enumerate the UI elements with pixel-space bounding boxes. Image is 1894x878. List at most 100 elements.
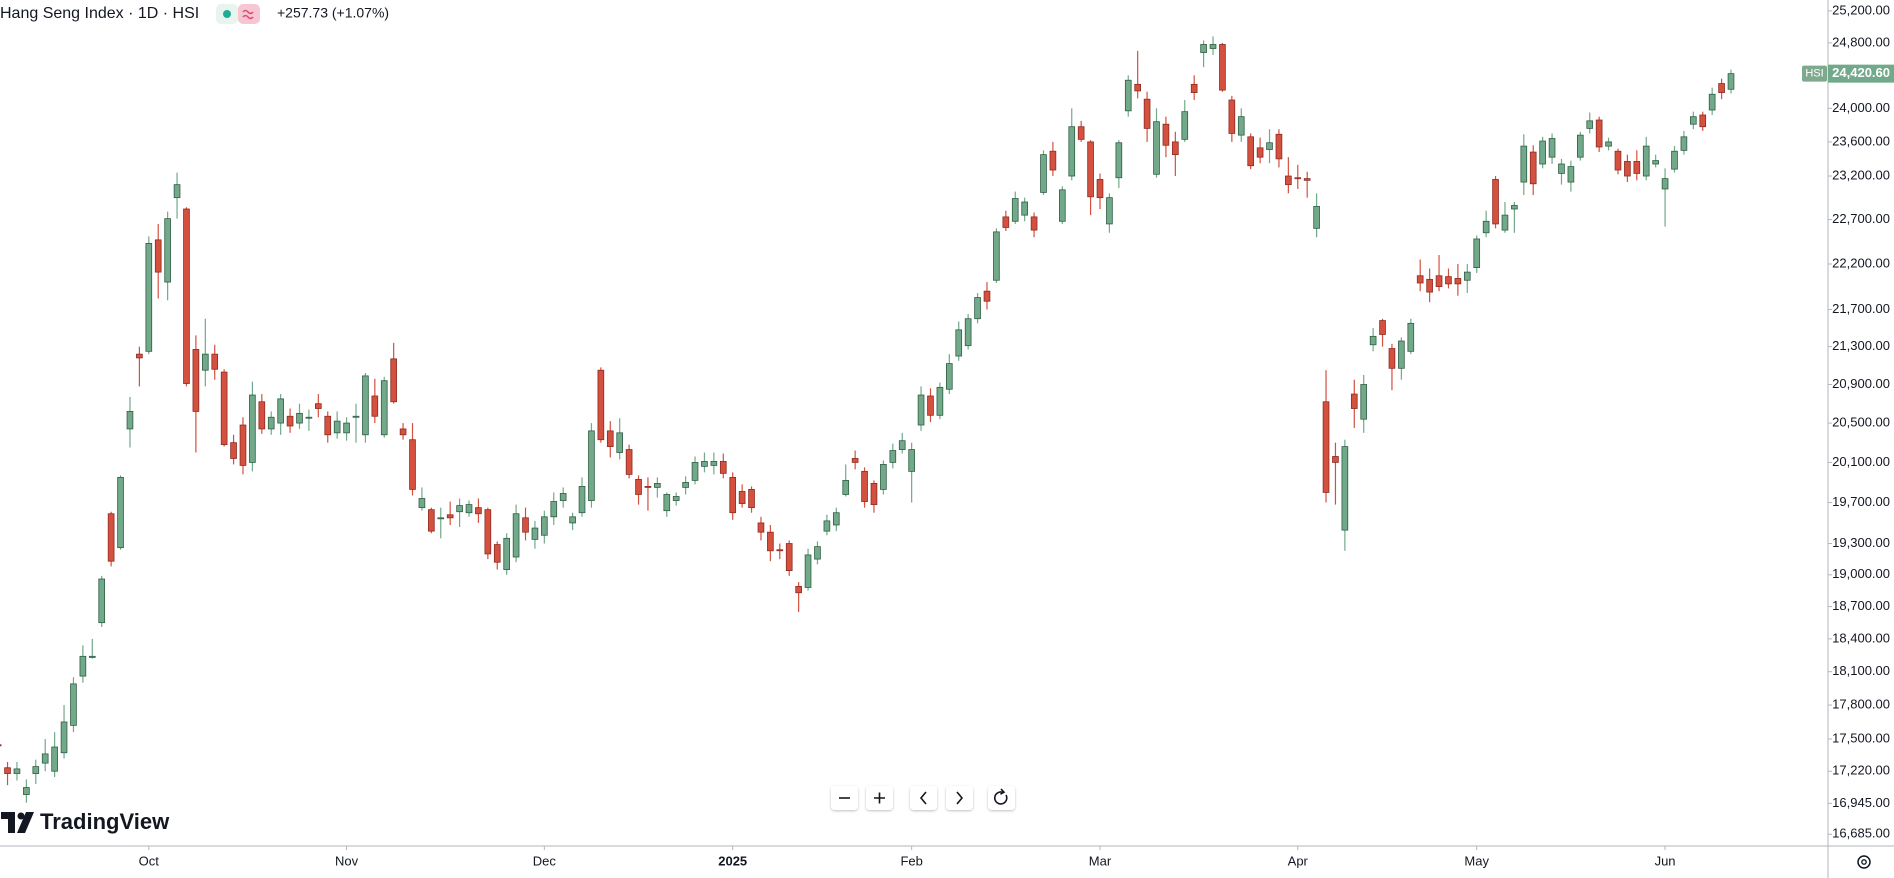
candle-body bbox=[1501, 214, 1509, 231]
candle-body bbox=[1426, 278, 1433, 293]
candle-body bbox=[1633, 161, 1641, 174]
button-bg[interactable] bbox=[946, 786, 973, 810]
candle-body bbox=[1209, 44, 1217, 49]
settings-button[interactable] bbox=[1857, 855, 1871, 869]
candle-body bbox=[512, 513, 520, 558]
candle-body bbox=[1445, 276, 1452, 285]
candle-body bbox=[927, 395, 934, 416]
candle-body bbox=[1398, 340, 1405, 369]
scroll-left-button[interactable] bbox=[910, 786, 937, 810]
y-tick-label: 16,945.00 bbox=[1832, 795, 1890, 810]
y-tick-label: 21,700.00 bbox=[1832, 301, 1890, 316]
candle-body bbox=[296, 412, 303, 424]
y-tick-label: 17,220.00 bbox=[1832, 763, 1890, 778]
candle-body bbox=[606, 430, 614, 447]
x-tick-label: Nov bbox=[335, 853, 359, 868]
y-tick-label: 24,000.00 bbox=[1832, 100, 1890, 115]
candle-body bbox=[1002, 216, 1010, 228]
delay-icon bbox=[242, 9, 254, 20]
candle-body bbox=[475, 507, 482, 515]
candle-body bbox=[842, 479, 850, 495]
candle-body bbox=[399, 428, 407, 436]
candle-body bbox=[409, 439, 416, 490]
logo-mark bbox=[1, 812, 15, 833]
candle-body bbox=[1595, 119, 1603, 148]
candle-body bbox=[371, 395, 379, 417]
brand-name: TradingView bbox=[40, 809, 170, 834]
candle-body bbox=[1539, 140, 1546, 165]
candle-body bbox=[1106, 197, 1113, 225]
zoom-out-button[interactable] bbox=[831, 786, 858, 810]
y-tick-label: 23,200.00 bbox=[1832, 167, 1890, 182]
candle-body bbox=[672, 496, 680, 501]
candle-body bbox=[625, 449, 633, 475]
candle-body bbox=[1134, 83, 1141, 92]
candle-body bbox=[1727, 73, 1735, 90]
x-tick-label: Mar bbox=[1089, 853, 1112, 868]
candle-body bbox=[4, 767, 11, 774]
candle-body bbox=[220, 371, 228, 446]
candle-body bbox=[183, 208, 190, 384]
candle-body bbox=[1303, 178, 1311, 181]
y-tick-label: 25,200.00 bbox=[1832, 2, 1890, 17]
candle-body bbox=[437, 517, 445, 520]
candle-body bbox=[446, 514, 454, 519]
candle-body bbox=[136, 353, 143, 359]
candle-body bbox=[145, 243, 153, 352]
candle-body bbox=[823, 520, 831, 532]
y-tick-label: 16,685.00 bbox=[1832, 826, 1890, 841]
button-bg[interactable] bbox=[988, 786, 1015, 810]
candle-body bbox=[710, 461, 718, 466]
candle-body bbox=[13, 768, 21, 774]
candle-body bbox=[1059, 189, 1066, 222]
candle-body bbox=[1275, 133, 1283, 160]
candle-body bbox=[1482, 220, 1490, 234]
candle-body bbox=[588, 430, 595, 501]
candle-body bbox=[79, 655, 87, 677]
candle-body bbox=[1247, 136, 1255, 167]
candle-body bbox=[154, 239, 162, 273]
button-bg[interactable] bbox=[910, 786, 937, 810]
status-dot bbox=[223, 10, 231, 18]
scroll-right-button[interactable] bbox=[946, 786, 973, 810]
status-icons bbox=[216, 4, 260, 24]
candle-body bbox=[616, 432, 624, 453]
candle-body bbox=[1492, 179, 1499, 225]
candle-body bbox=[1360, 384, 1368, 420]
candle-body bbox=[173, 184, 181, 199]
candle-body bbox=[239, 424, 247, 466]
candle-body bbox=[1624, 161, 1631, 177]
zoom-in-button[interactable] bbox=[866, 786, 893, 810]
candle-body bbox=[964, 318, 972, 347]
candle-body bbox=[1586, 120, 1594, 129]
candle-body bbox=[1463, 271, 1471, 281]
candle-body bbox=[1567, 166, 1575, 183]
right-icon bbox=[956, 791, 964, 805]
y-tick-label: 22,700.00 bbox=[1832, 211, 1890, 226]
candle-body bbox=[1558, 163, 1565, 174]
candle-body bbox=[1256, 147, 1264, 158]
candle-body bbox=[70, 683, 77, 726]
candle-body bbox=[1520, 145, 1528, 183]
candle-body bbox=[1049, 150, 1057, 171]
candle-body bbox=[983, 290, 991, 302]
candle-body bbox=[663, 494, 671, 512]
gear-ring[interactable] bbox=[1857, 855, 1871, 869]
candle-body bbox=[785, 543, 793, 572]
candle-body bbox=[682, 481, 689, 488]
y-tick-label: 23,600.00 bbox=[1832, 133, 1890, 148]
candle-body bbox=[380, 380, 388, 436]
candle-body bbox=[1162, 123, 1170, 146]
candle-body bbox=[1605, 141, 1612, 147]
candles bbox=[0, 36, 1735, 803]
candle-body bbox=[1040, 154, 1047, 193]
candle-body bbox=[1652, 160, 1659, 165]
candle-body bbox=[428, 509, 435, 532]
candle-body bbox=[1690, 116, 1697, 125]
candle-body bbox=[305, 416, 313, 419]
candle-body bbox=[1473, 238, 1481, 268]
reset-button[interactable] bbox=[988, 786, 1015, 810]
nav-toolbar bbox=[831, 786, 1015, 810]
candle-body bbox=[107, 513, 115, 562]
